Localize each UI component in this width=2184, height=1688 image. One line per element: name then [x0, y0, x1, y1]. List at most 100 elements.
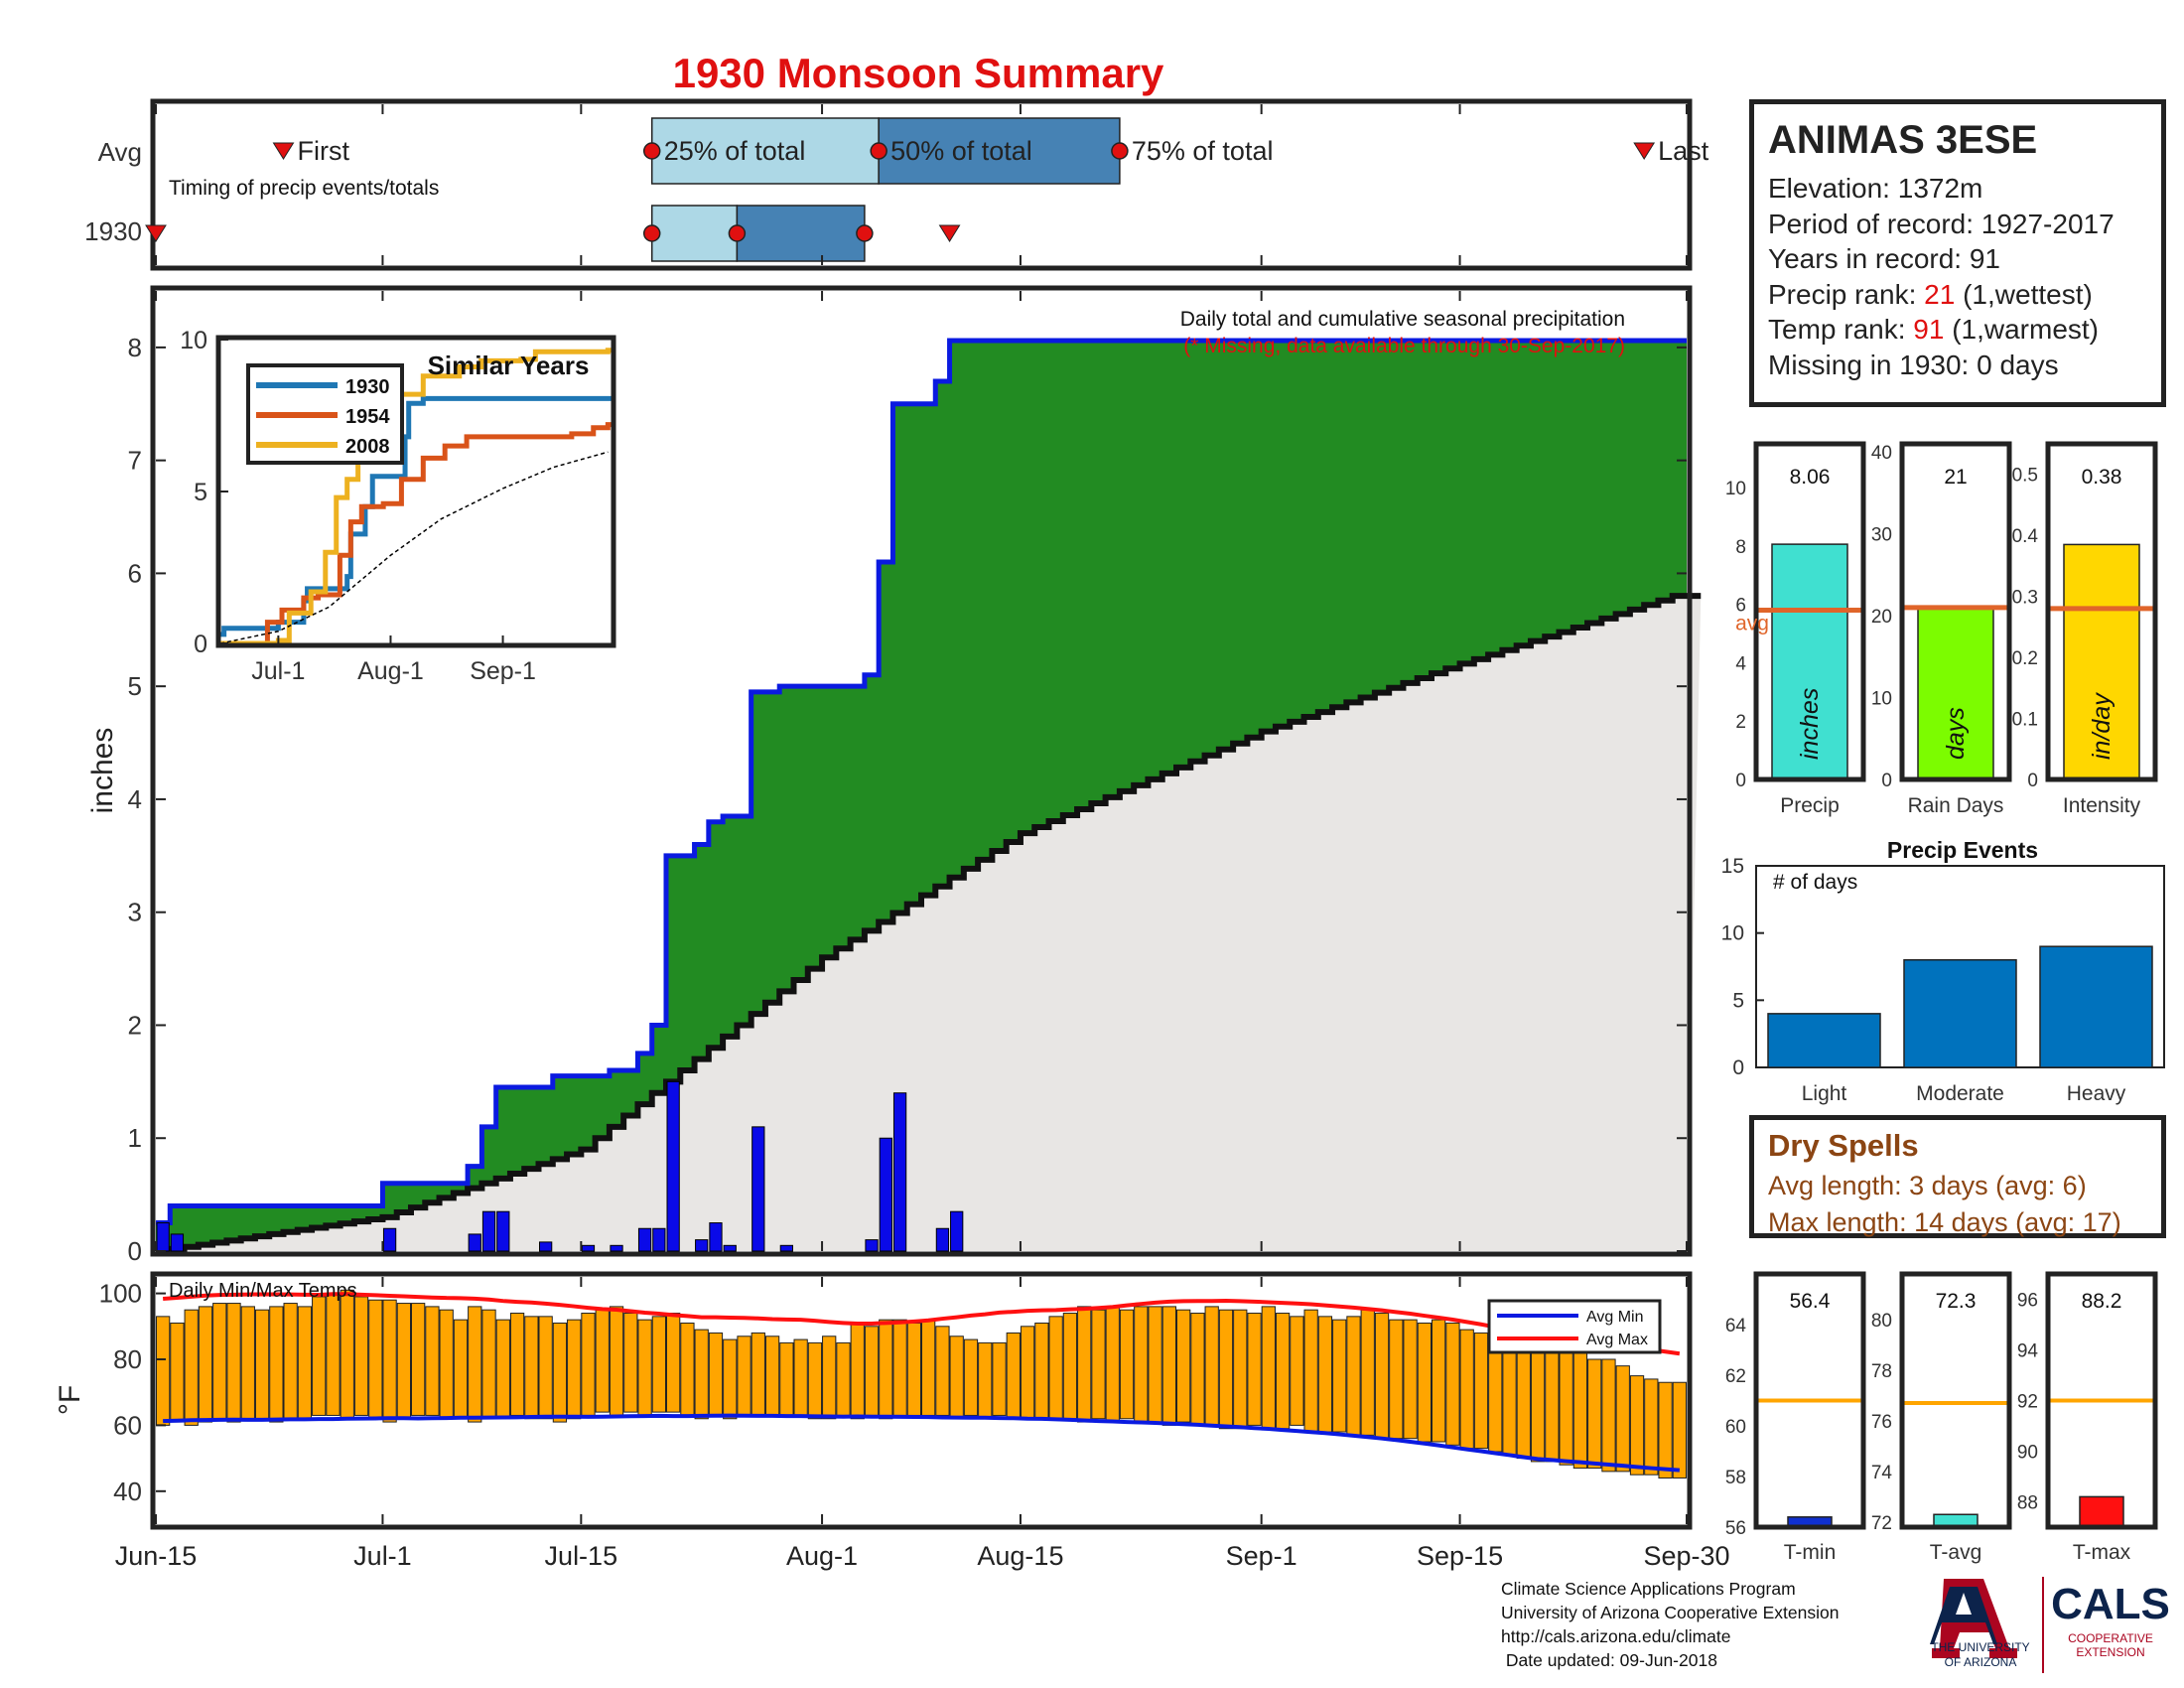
daily-temp-bar [723, 1338, 738, 1420]
stat-unit-label: inches [1796, 688, 1824, 760]
temp-stat-xlabel: T-avg [1930, 1541, 1982, 1564]
stat-bar [1771, 543, 1848, 780]
cumulative-1930-line [156, 338, 1687, 1226]
temp-stat-ytick-label: 62 [1725, 1366, 1746, 1387]
daily-temp-bar [1134, 1306, 1149, 1423]
daily-temp-bar [1062, 1313, 1078, 1420]
daily-precip-bar [610, 1244, 623, 1252]
daily-temp-bar [212, 1303, 227, 1420]
daily-temp-bar [156, 1316, 171, 1426]
daily-temp-bar [340, 1289, 354, 1420]
daily-temp-bar [1261, 1306, 1276, 1430]
temp-stat-ytick-label: 88 [2017, 1493, 2038, 1514]
stat-ytick-label: 0.5 [2012, 466, 2038, 487]
daily-temp-bar [666, 1313, 681, 1413]
timing-pct-label: 25% of total [664, 136, 806, 166]
credit-line-1: Climate Science Applications Program [1501, 1579, 1796, 1599]
daily-precip-bar [935, 1227, 950, 1252]
daily-temp-bar [538, 1316, 553, 1420]
timing-first-label: First [298, 136, 350, 166]
daily-temp-bar [1317, 1316, 1333, 1433]
timing-first-marker [145, 224, 167, 242]
temp-legend: Avg Min Avg Max [1487, 1299, 1662, 1354]
daily-temp-bar [935, 1326, 950, 1416]
daily-temp-bar [595, 1309, 610, 1413]
station-precip-rank: Precip rank: 21 (1,wettest) [1768, 277, 2147, 313]
daily-precip-bar [892, 1092, 907, 1252]
dry-spells-avg: Avg length: 3 days (avg: 6) [1768, 1171, 2087, 1200]
precip-rank-value: 21 [1924, 278, 1956, 310]
daily-temp-bar [1077, 1306, 1092, 1423]
precip-events-note: # of days [1773, 871, 1857, 894]
temp-stat-ytick-label: 90 [2017, 1443, 2038, 1464]
daily-temp-bar [1587, 1358, 1602, 1470]
daily-temp-bar [1629, 1375, 1645, 1476]
daily-temp-bar [353, 1296, 369, 1416]
station-name: ANIMAS 3ESE [1768, 118, 2038, 162]
daily-temp-bar [1530, 1345, 1546, 1463]
daily-temp-bar [850, 1322, 865, 1420]
daily-temp-bar [1233, 1309, 1248, 1430]
ua-logo-text-1: THE UNIVERSITY [1931, 1640, 2029, 1654]
timing-dot-75 [1111, 142, 1129, 160]
ua-block-a-icon [1930, 1579, 2017, 1658]
daily-temp-bar [184, 1309, 199, 1426]
daily-temp-bar [1275, 1313, 1291, 1430]
temp-stat-panels: 56.4 T-min 56 58 60 62 64 72.3 T-avg 72 74 76 78 80 88… [1725, 1271, 2158, 1564]
daily-temp-bar [1006, 1332, 1021, 1420]
daily-temp-bar [453, 1319, 469, 1420]
daily-temp-bar [1290, 1316, 1304, 1426]
daily-temp-bar [1020, 1326, 1035, 1420]
daily-temp-bar [1644, 1378, 1659, 1476]
stat-panel-frame [1899, 441, 2012, 782]
temp-stat-ytick-label: 96 [2017, 1291, 2038, 1312]
daily-temp-bar [1545, 1345, 1560, 1463]
daily-temp-bar [1034, 1322, 1049, 1420]
precip-events-ytick-label: 0 [1732, 1056, 1744, 1079]
daily-temp-bar [1204, 1306, 1219, 1426]
main-ylabel: inches [86, 728, 119, 814]
daily-temp-bar [495, 1319, 510, 1420]
stat-ytick-label: 10 [1871, 689, 1892, 710]
stat-value-label: 21 [1944, 466, 1967, 489]
daily-precip-bar [666, 1080, 680, 1252]
daily-precip-bar [723, 1244, 737, 1252]
timing-panel: Avg 1930 Timing of precip events/totals [84, 98, 1693, 271]
temp-stat-bar [2079, 1495, 2124, 1528]
temp-ylabel: °F [54, 1385, 86, 1415]
timing-caption: Timing of precip events/totals [169, 177, 439, 200]
temp-stat-ytick-label: 94 [2017, 1341, 2039, 1362]
daily-temp-bar [581, 1313, 596, 1416]
daily-temp-bar [1432, 1319, 1446, 1443]
inset-title: Similar Years [428, 351, 590, 380]
figure-title: 1930 Monsoon Summary [673, 50, 1164, 96]
daily-temp-bar [807, 1341, 823, 1420]
precip-events-xlabel: Light [1802, 1082, 1847, 1105]
daily-temp-bar [1445, 1322, 1460, 1446]
daily-temp-bar [1615, 1365, 1630, 1473]
main-ytick-label: 2 [128, 1010, 142, 1040]
daily-precip-bar [751, 1126, 765, 1252]
x-tick-label: Aug-15 [977, 1541, 1063, 1571]
daily-temp-bar [764, 1336, 780, 1416]
average-cumulative-area [156, 596, 1702, 1251]
daily-temp-bar [623, 1313, 638, 1413]
stat-ytick-label: 2 [1735, 712, 1746, 733]
temp-stat-value-label: 88.2 [2082, 1290, 2122, 1313]
inset-legend: 1930 1954 2008 [246, 363, 404, 465]
temp-stat-ytick-label: 60 [1725, 1417, 1746, 1438]
daily-precip-bar [481, 1210, 496, 1252]
stat-panel-frame [1753, 441, 1866, 782]
stat-unit-label: days [1942, 707, 1970, 760]
legend-label-1930: 1930 [345, 376, 390, 398]
stat-value-label: 0.38 [2082, 466, 2122, 489]
inset-frame [215, 335, 616, 648]
stat-bar-panels: 8.06 inches Precip 0 2 4 6 8 10 avg 21 days Rain Day… [1725, 441, 2158, 817]
daily-temp-bar [864, 1326, 880, 1416]
stat-ytick-label: 6 [1735, 596, 1746, 617]
main-ytick-label: 8 [128, 333, 142, 362]
precip-rank-suffix: (1,wettest) [1955, 278, 2093, 310]
temp-stat-ytick-label: 64 [1725, 1316, 1747, 1336]
precip-events-xlabel: Heavy [2067, 1082, 2126, 1105]
daily-temp-bar [609, 1306, 624, 1416]
